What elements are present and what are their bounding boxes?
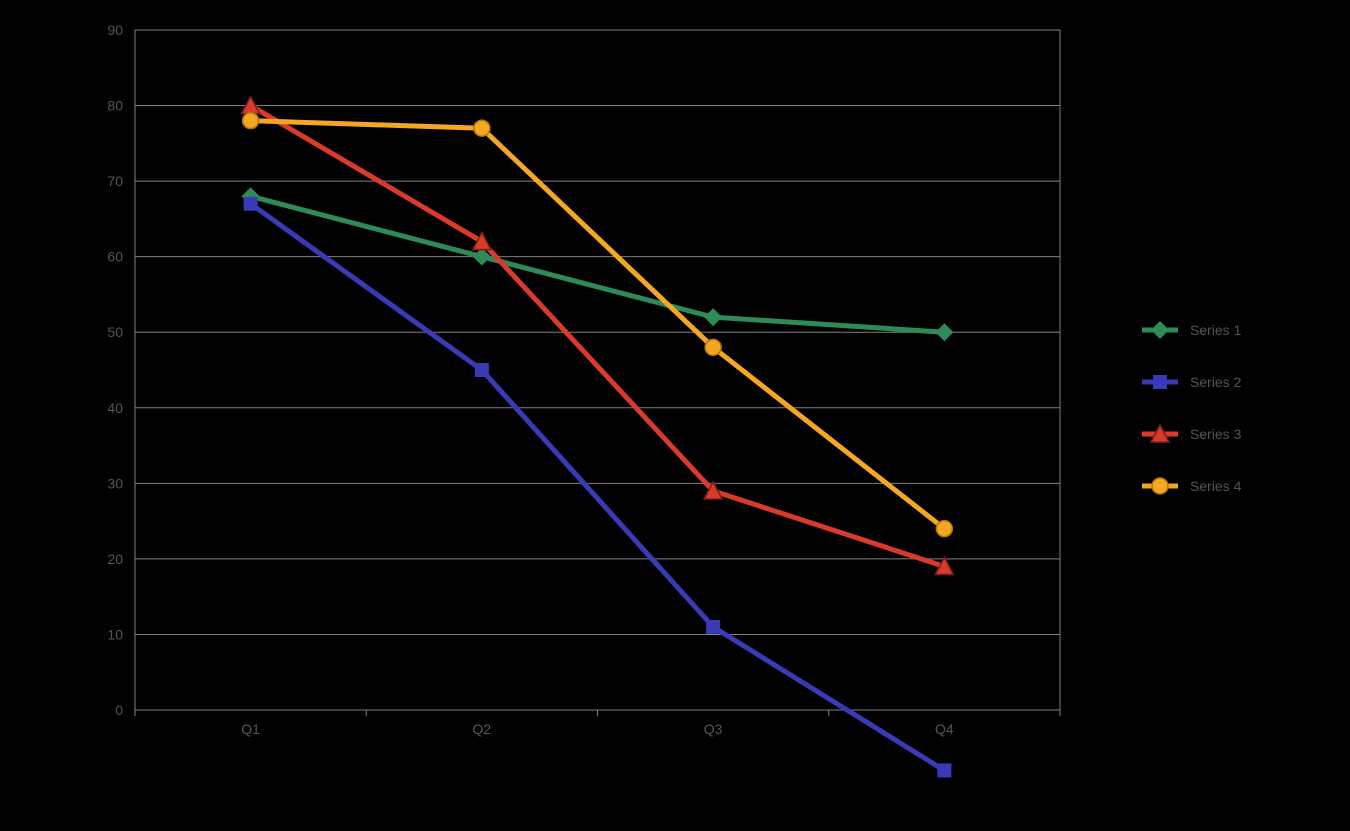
- marker-square: [475, 363, 489, 377]
- marker-circle: [1152, 478, 1168, 494]
- marker-circle: [243, 113, 259, 129]
- y-tick-label: 60: [107, 249, 123, 265]
- legend-label: Series 1: [1190, 322, 1242, 338]
- marker-diamond: [1151, 321, 1169, 339]
- y-tick-label: 30: [107, 475, 123, 491]
- legend-label: Series 2: [1190, 374, 1242, 390]
- marker-circle: [705, 339, 721, 355]
- marker-circle: [474, 120, 490, 136]
- legend-label: Series 4: [1190, 478, 1242, 494]
- x-tick-label: Q3: [704, 721, 723, 737]
- y-tick-label: 20: [107, 551, 123, 567]
- y-tick-label: 50: [107, 324, 123, 340]
- y-tick-label: 70: [107, 173, 123, 189]
- y-tick-label: 0: [115, 702, 123, 718]
- marker-square: [244, 197, 258, 211]
- chart-svg: 0 10 20 30 40 50 60 70 80 90 Q1 Q2 Q3 Q4 Series 1 Serie…: [0, 0, 1350, 831]
- legend-label: Series 3: [1190, 426, 1242, 442]
- series-line: [251, 196, 945, 332]
- x-tick-label: Q1: [241, 721, 260, 737]
- marker-square: [1153, 375, 1167, 389]
- marker-circle: [936, 521, 952, 537]
- marker-diamond: [704, 308, 722, 326]
- y-tick-label: 10: [107, 626, 123, 642]
- y-tick-label: 90: [107, 22, 123, 38]
- marker-square: [706, 620, 720, 634]
- x-tick-label: Q4: [935, 721, 954, 737]
- y-tick-label: 80: [107, 98, 123, 114]
- y-tick-label: 40: [107, 400, 123, 416]
- line-chart: 0 10 20 30 40 50 60 70 80 90 Q1 Q2 Q3 Q4 Series 1 Serie…: [0, 0, 1350, 831]
- marker-diamond: [935, 323, 953, 341]
- x-tick-label: Q2: [473, 721, 492, 737]
- marker-square: [937, 763, 951, 777]
